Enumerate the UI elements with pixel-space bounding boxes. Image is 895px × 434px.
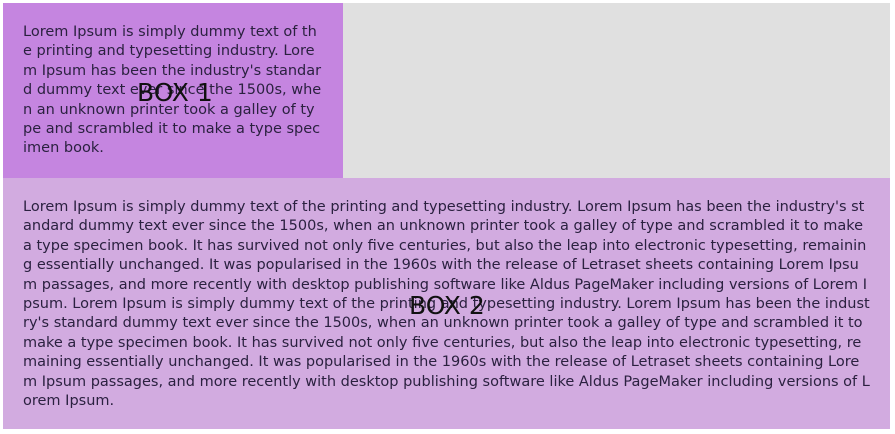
box-1-text: Lorem Ipsum is simply dummy text of the … xyxy=(23,24,322,157)
box-1: Lorem Ipsum is simply dummy text of the … xyxy=(3,3,343,178)
box-1-label: BOX 1 xyxy=(137,78,213,107)
box-2-text: Lorem Ipsum is simply dummy text of the … xyxy=(23,199,870,410)
page-canvas: Lorem Ipsum is simply dummy text of the … xyxy=(3,3,890,430)
top-row: Lorem Ipsum is simply dummy text of the … xyxy=(3,3,890,178)
box-2: Lorem Ipsum is simply dummy text of the … xyxy=(3,178,890,429)
box-2-label: BOX 2 xyxy=(409,291,485,320)
